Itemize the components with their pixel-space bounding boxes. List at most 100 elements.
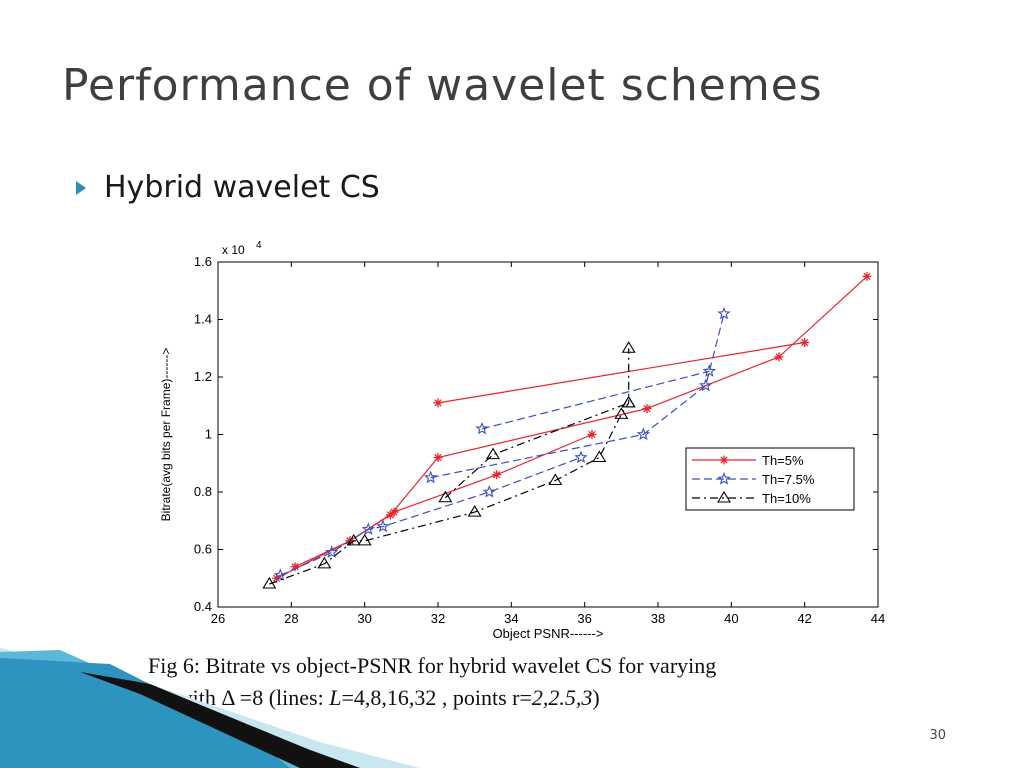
- data-point: [614, 407, 629, 419]
- data-point: [433, 398, 443, 408]
- point-marker-shape: [717, 471, 731, 485]
- data-point: [262, 576, 277, 589]
- data-point: [385, 510, 395, 520]
- caption-r-values: 2,2.5,3: [531, 685, 593, 710]
- point-marker-stroke: [863, 272, 871, 280]
- x-tick-label: 42: [797, 611, 811, 626]
- series-1: [273, 306, 731, 582]
- point-marker-stroke: [291, 563, 299, 571]
- caption-line-1: Fig 6: Bitrate vs object-PSNR for hybrid…: [148, 653, 717, 678]
- data-point: [717, 306, 731, 320]
- caption-l: L: [329, 685, 342, 710]
- data-point: [862, 271, 872, 281]
- data-point: [482, 484, 497, 498]
- point-marker-shape: [592, 450, 607, 463]
- y-tick-label: 0.4: [194, 599, 212, 614]
- caption-l-values: =4,8,16,32 , points r=: [341, 685, 532, 710]
- data-point: [273, 568, 288, 582]
- point-marker-shape: [475, 421, 489, 435]
- series-line: [444, 402, 629, 499]
- point-marker-shape: [486, 447, 500, 460]
- point-marker-shape: [438, 490, 453, 503]
- data-point: [423, 470, 438, 484]
- series-line: [269, 348, 630, 585]
- point-marker-shape: [376, 519, 390, 533]
- x-tick-label: 30: [357, 611, 371, 626]
- x-tick-label: 28: [284, 611, 298, 626]
- x-tick-label: 36: [577, 611, 591, 626]
- x-tick-label: 26: [211, 611, 225, 626]
- data-point: [800, 338, 810, 347]
- data-point: [346, 533, 361, 546]
- y-axis-label: Bitrate(avg bits per Frame)------>: [159, 348, 173, 522]
- data-point: [290, 562, 300, 572]
- point-marker-stroke: [801, 338, 809, 347]
- y-tick-label: 1.4: [194, 312, 212, 327]
- y-multiplier: x 10: [222, 243, 245, 257]
- slide-number: 30: [929, 728, 946, 743]
- point-marker-shape: [636, 427, 651, 441]
- caption-line-2: Th with Δ =8 (lines: L=4,8,16,32 , point…: [148, 682, 898, 714]
- legend-label: Th=10%: [762, 491, 811, 506]
- legend-label: Th=5%: [762, 453, 804, 468]
- data-point: [774, 352, 784, 362]
- point-marker-shape: [423, 470, 438, 484]
- point-marker-shape: [621, 395, 636, 408]
- data-point: [587, 430, 597, 439]
- series-line: [280, 456, 582, 576]
- point-marker-stroke: [434, 399, 442, 407]
- point-marker-stroke: [273, 574, 281, 582]
- legend-marker: [719, 455, 729, 465]
- data-point: [642, 404, 652, 414]
- plot-area: [217, 261, 879, 608]
- point-marker-shape: [614, 407, 629, 419]
- point-marker-stroke: [720, 456, 728, 464]
- bitrate-vs-psnr-chart: 26 28 30 32 34 36 38 40 42 44 0.4 0.6 0.8 1 1.2 1.4 1.6 x…: [159, 240, 885, 641]
- x-tick-label: 40: [724, 611, 738, 626]
- bullet-item: Hybrid wavelet CS: [76, 170, 380, 205]
- data-point: [702, 364, 717, 377]
- legend-box: [685, 447, 855, 511]
- point-marker-shape: [702, 364, 717, 377]
- point-marker-shape: [273, 568, 288, 582]
- data-point: [548, 473, 563, 486]
- series-line: [481, 370, 710, 430]
- caption-close: ): [592, 685, 600, 710]
- point-marker-shape: [361, 522, 376, 536]
- data-point: [574, 450, 588, 464]
- bullet-text: Hybrid wavelet CS: [104, 170, 380, 205]
- caption-delta-part: with Δ =8 (lines:: [171, 685, 330, 710]
- caption-th: Th: [148, 685, 172, 710]
- series-line: [437, 341, 805, 404]
- legend-marker: [717, 490, 731, 503]
- data-point: [698, 378, 713, 392]
- point-marker-stroke: [493, 471, 501, 479]
- data-point: [492, 470, 502, 480]
- x-axis-label: Object PSNR------>: [493, 626, 604, 641]
- y-tick-label: 1.2: [194, 369, 212, 384]
- series-0: [272, 271, 872, 583]
- y-multiplier-exponent: 4: [256, 240, 262, 251]
- data-point: [361, 522, 376, 536]
- triangle-bullet-icon: [76, 180, 86, 195]
- y-tick-label: 1.6: [194, 254, 212, 269]
- x-tick-label: 44: [871, 611, 885, 626]
- data-point: [621, 341, 636, 353]
- point-marker-stroke: [643, 405, 651, 413]
- data-point: [438, 490, 453, 503]
- legend-label: Th=7.5%: [762, 472, 815, 487]
- data-point: [376, 519, 390, 533]
- point-marker-stroke: [386, 511, 394, 519]
- legend: Th=5% Th=7.5% Th=10%: [685, 447, 855, 511]
- data-point: [475, 421, 489, 435]
- point-marker-shape: [717, 306, 731, 320]
- series-2: [262, 341, 636, 589]
- point-marker-shape: [482, 484, 497, 498]
- series-line: [430, 313, 725, 479]
- point-marker-shape: [346, 533, 361, 546]
- point-marker-shape: [324, 545, 339, 559]
- y-tick-label: 1: [205, 427, 212, 442]
- point-marker-shape: [717, 490, 731, 503]
- data-point: [324, 545, 339, 559]
- x-tick-label: 34: [504, 611, 518, 626]
